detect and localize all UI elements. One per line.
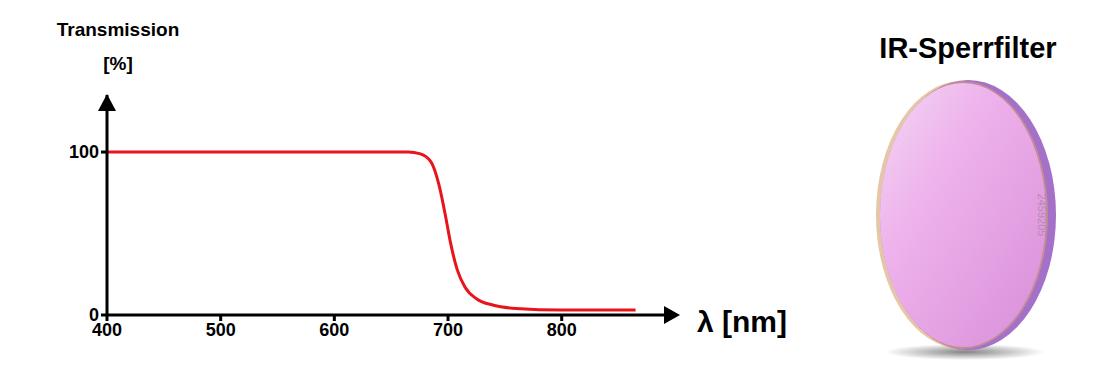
svg-text:IR-Sperrfilter: IR-Sperrfilter [879,32,1056,64]
svg-text:700: 700 [433,320,463,340]
svg-text:2459205: 2459205 [1036,194,1048,237]
svg-text:Transmission: Transmission [57,19,180,40]
svg-text:500: 500 [206,320,236,340]
svg-text:λ [nm]: λ [nm] [697,305,787,338]
svg-text:100: 100 [69,142,99,162]
svg-text:0: 0 [89,305,99,325]
svg-text:[%]: [%] [103,53,133,74]
svg-text:400: 400 [92,319,122,340]
svg-text:600: 600 [319,320,349,340]
svg-text:800: 800 [547,320,577,340]
